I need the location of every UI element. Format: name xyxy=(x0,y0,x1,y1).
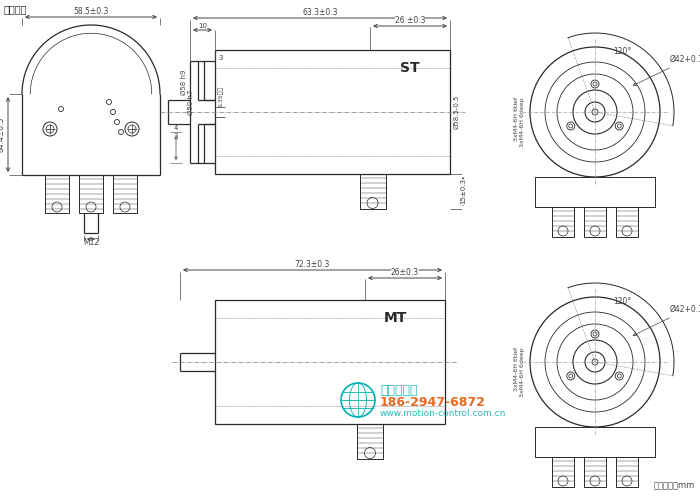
Text: 3: 3 xyxy=(174,133,178,139)
Text: Ø50 h7: Ø50 h7 xyxy=(188,89,194,115)
Text: 120°: 120° xyxy=(613,298,631,307)
Text: 3: 3 xyxy=(218,55,223,61)
Bar xyxy=(616,207,638,237)
Text: 186-2947-6872: 186-2947-6872 xyxy=(380,395,486,409)
Bar xyxy=(535,177,655,207)
Text: Ø58.5-0.5: Ø58.5-0.5 xyxy=(454,95,460,129)
Text: 同步法兰: 同步法兰 xyxy=(4,4,27,14)
Bar xyxy=(360,174,386,209)
Text: 72.3±0.3: 72.3±0.3 xyxy=(295,260,330,269)
Bar xyxy=(357,424,383,459)
Text: MT: MT xyxy=(384,311,407,325)
Text: 4: 4 xyxy=(174,125,178,131)
Bar xyxy=(79,175,103,213)
Text: 120°: 120° xyxy=(613,48,631,57)
Text: 58.5±0.3: 58.5±0.3 xyxy=(74,7,108,16)
Text: Ø42+0.1: Ø42+0.1 xyxy=(634,55,700,85)
Text: Ø58 h9: Ø58 h9 xyxy=(181,69,187,95)
Text: M12: M12 xyxy=(83,238,99,247)
Bar xyxy=(215,50,450,174)
Text: 84.4±0.3: 84.4±0.3 xyxy=(0,117,6,152)
Text: Ø42+0.1: Ø42+0.1 xyxy=(634,305,700,335)
Bar xyxy=(552,457,574,487)
Text: 26 ±0.3: 26 ±0.3 xyxy=(395,16,426,25)
Text: 6.35圆键: 6.35圆键 xyxy=(218,85,223,107)
Bar xyxy=(215,300,445,424)
Text: 15±0.3: 15±0.3 xyxy=(460,179,466,204)
Text: 3xM4-6H 6tief
3xM4-6H 6deep: 3xM4-6H 6tief 3xM4-6H 6deep xyxy=(514,347,525,397)
Bar xyxy=(616,457,638,487)
Bar xyxy=(535,427,655,457)
Text: www.motion-control.com.cn: www.motion-control.com.cn xyxy=(380,409,506,418)
Bar xyxy=(584,457,606,487)
Text: ST: ST xyxy=(400,61,420,75)
Bar xyxy=(552,207,574,237)
Bar xyxy=(584,207,606,237)
Text: 63.3±0.3: 63.3±0.3 xyxy=(302,8,337,17)
Bar xyxy=(113,175,137,213)
Text: 26±0.3: 26±0.3 xyxy=(391,268,419,277)
Bar xyxy=(45,175,69,213)
Text: 尺寸单位：mm: 尺寸单位：mm xyxy=(654,481,695,490)
Text: 3xM4-6H 6tief
3xM4-6H 6deep: 3xM4-6H 6tief 3xM4-6H 6deep xyxy=(514,97,525,147)
Text: 10: 10 xyxy=(198,23,207,29)
Text: 西安德伍拓: 西安德伍拓 xyxy=(380,384,417,397)
